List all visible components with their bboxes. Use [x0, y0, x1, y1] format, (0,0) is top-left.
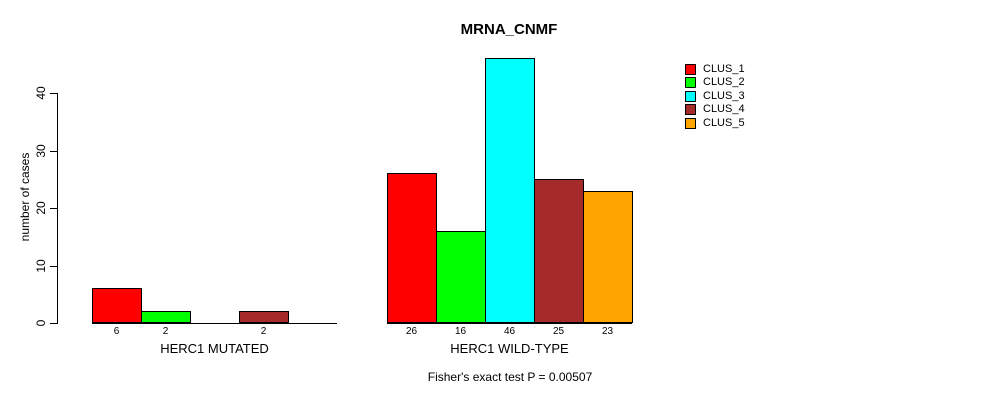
annotation-text: Fisher's exact test P = 0.00507	[427, 370, 593, 384]
bar-value-label: 2	[260, 326, 267, 337]
y-tick	[50, 150, 57, 152]
bar	[387, 173, 437, 323]
bar	[436, 231, 486, 323]
legend-swatch	[685, 104, 696, 116]
y-tick-label: 10	[34, 258, 48, 273]
bar-value-label: 2	[162, 326, 169, 337]
bar	[583, 191, 633, 323]
y-axis-line	[57, 93, 58, 324]
legend-label: CLUS_2	[703, 76, 745, 89]
bar	[141, 311, 191, 323]
legend-label: CLUS_1	[703, 63, 745, 75]
group-baseline	[387, 323, 632, 324]
y-tick-label: 30	[34, 143, 48, 158]
bar	[92, 288, 142, 323]
bar-value-label: 25	[552, 326, 565, 337]
group-label: HERC1 WILD-TYPE	[450, 341, 569, 356]
bar-value-label: 26	[405, 326, 418, 337]
group-baseline	[92, 323, 337, 324]
bar-value-label: 6	[113, 326, 120, 337]
y-tick	[50, 208, 57, 209]
legend-swatch	[685, 117, 696, 129]
bar	[239, 311, 289, 323]
group-label: HERC1 MUTATED	[160, 341, 269, 356]
legend-swatch	[685, 77, 696, 89]
legend-label: CLUS_3	[703, 89, 745, 102]
bar-value-label: 16	[454, 326, 467, 337]
legend-swatch	[685, 90, 696, 102]
legend-swatch	[685, 64, 696, 75]
y-tick	[50, 265, 57, 267]
y-tick-label: 40	[34, 86, 48, 100]
bar	[485, 58, 535, 323]
y-tick-label: 20	[34, 201, 48, 215]
legend-label: CLUS_5	[703, 116, 745, 129]
y-tick	[50, 93, 57, 94]
legend-label: CLUS_4	[703, 103, 745, 116]
y-tick	[50, 323, 57, 324]
bar-value-label: 46	[503, 326, 516, 337]
bar	[534, 179, 584, 323]
bar-value-label: 23	[601, 326, 614, 337]
y-tick-label: 0	[34, 319, 48, 327]
chart-title: MRNA_CNMF	[460, 21, 558, 38]
